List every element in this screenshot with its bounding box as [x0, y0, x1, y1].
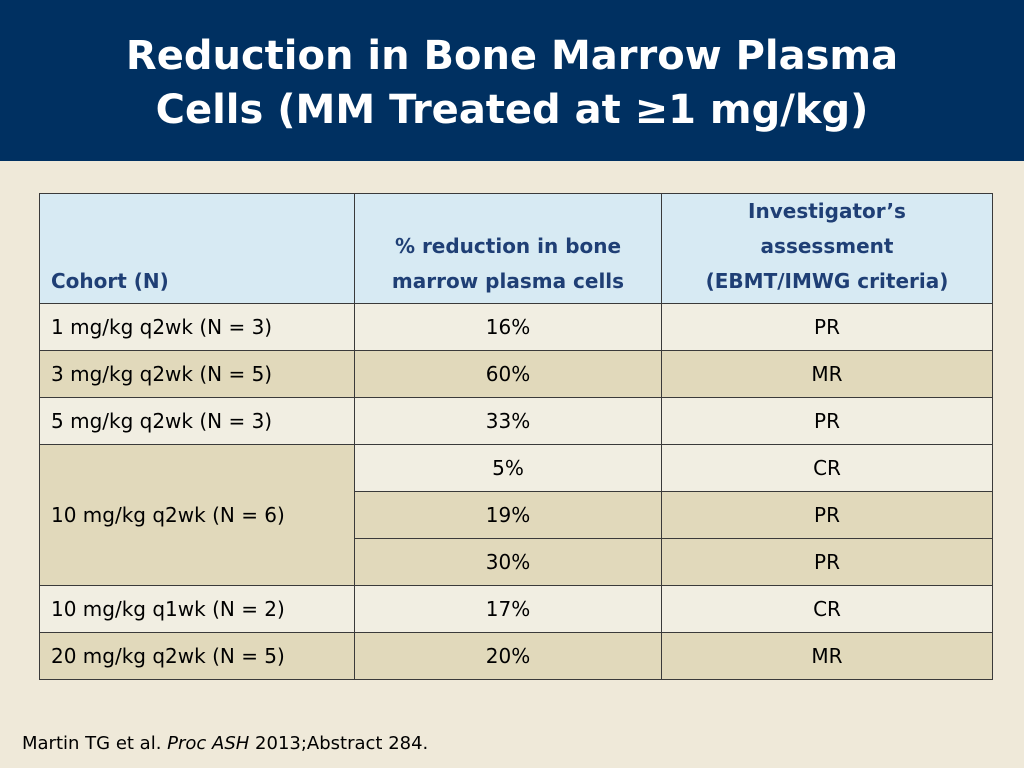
- cohort-cell: 10 mg/kg q1wk (N = 2): [39, 585, 355, 633]
- reduction-cell: 5%: [354, 444, 662, 492]
- citation-details: 2013;Abstract 284.: [249, 733, 429, 754]
- citation-authors: Martin TG et al.: [22, 733, 168, 754]
- header-reduction-line-1: % reduction in bone: [394, 234, 622, 258]
- assessment-cell: CR: [661, 444, 993, 492]
- table-row: 10 mg/kg q2wk (N = 6) 5% CR: [39, 444, 993, 586]
- cohort-cell: 3 mg/kg q2wk (N = 5): [39, 350, 355, 398]
- assessment-cell: PR: [661, 397, 993, 445]
- citation: Martin TG et al. Proc ASH 2013;Abstract …: [22, 733, 428, 754]
- cohort-cell: 5 mg/kg q2wk (N = 3): [39, 397, 355, 445]
- slide-title-line-2: Cells (MM Treated at ≥1 mg/kg): [155, 86, 869, 133]
- results-table-container: Cohort (N) % reduction in bone marrow pl…: [39, 193, 993, 680]
- reduction-cell: 16%: [354, 303, 662, 351]
- reduction-cell: 30%: [354, 538, 662, 586]
- cohort-cell-merged: 10 mg/kg q2wk (N = 6): [39, 444, 355, 586]
- header-reduction-line-2: marrow plasma cells: [391, 269, 625, 293]
- assessment-cell: PR: [661, 538, 993, 586]
- reduction-cell: 33%: [354, 397, 662, 445]
- header-cohort: Cohort (N): [39, 193, 355, 304]
- title-bar: Reduction in Bone Marrow Plasma Cells (M…: [0, 0, 1024, 161]
- reduction-cell: 20%: [354, 632, 662, 680]
- table-row: 5 mg/kg q2wk (N = 3) 33% PR: [39, 397, 993, 445]
- slide-title: Reduction in Bone Marrow Plasma Cells (M…: [126, 25, 898, 137]
- reduction-cell: 60%: [354, 350, 662, 398]
- assessment-cell: PR: [661, 491, 993, 539]
- header-reduction: % reduction in bone marrow plasma cells: [354, 193, 662, 304]
- table-row: 1 mg/kg q2wk (N = 3) 16% PR: [39, 303, 993, 351]
- results-table: Cohort (N) % reduction in bone marrow pl…: [39, 193, 993, 680]
- reduction-cell: 17%: [354, 585, 662, 633]
- cohort-cell: 20 mg/kg q2wk (N = 5): [39, 632, 355, 680]
- citation-journal: Proc ASH: [167, 733, 250, 754]
- table-header-row: Cohort (N) % reduction in bone marrow pl…: [39, 193, 993, 304]
- assessment-cell: CR: [661, 585, 993, 633]
- cohort-cell: 1 mg/kg q2wk (N = 3): [39, 303, 355, 351]
- table-row: 3 mg/kg q2wk (N = 5) 60% MR: [39, 350, 993, 398]
- assessment-cell: PR: [661, 303, 993, 351]
- header-assessment-line-2: assessment: [760, 234, 894, 258]
- table-row: 20 mg/kg q2wk (N = 5) 20% MR: [39, 632, 993, 680]
- assessment-cell: MR: [661, 632, 993, 680]
- table-row: 10 mg/kg q1wk (N = 2) 17% CR: [39, 585, 993, 633]
- reduction-cell: 19%: [354, 491, 662, 539]
- table-row: 19% PR: [40, 491, 993, 539]
- assessment-cell: MR: [661, 350, 993, 398]
- slide-title-line-1: Reduction in Bone Marrow Plasma: [125, 32, 899, 79]
- header-assessment-line-3: (EBMT/IMWG criteria): [705, 269, 949, 293]
- header-assessment: Investigator’s assessment (EBMT/IMWG cri…: [661, 193, 993, 304]
- header-assessment-line-1: Investigator’s: [748, 199, 906, 223]
